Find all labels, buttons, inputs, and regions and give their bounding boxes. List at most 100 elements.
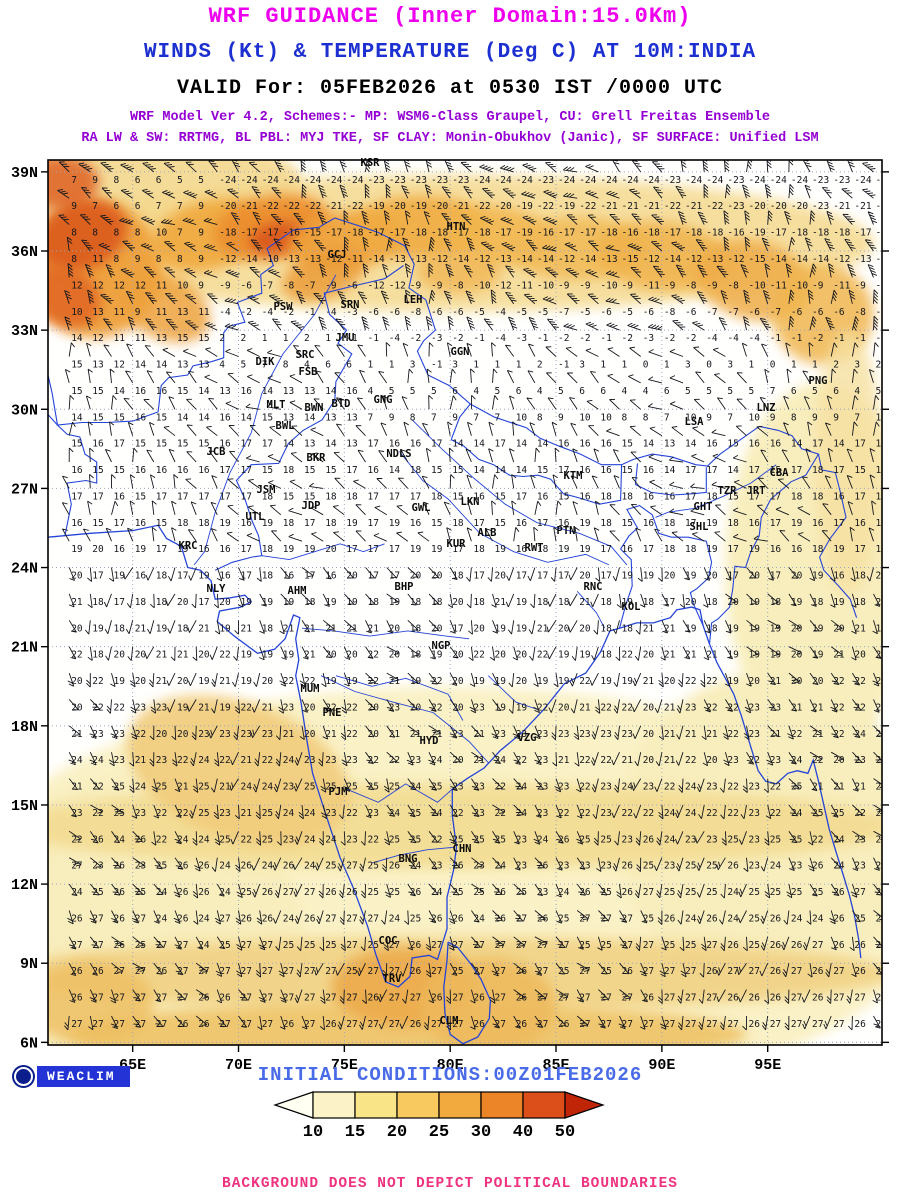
svg-text:11: 11 [198,307,210,318]
svg-text:8: 8 [92,228,98,239]
svg-text:22: 22 [92,676,103,687]
svg-text:26: 26 [727,993,739,1004]
svg-text:19: 19 [135,544,147,555]
svg-text:22: 22 [304,676,315,687]
svg-text:16: 16 [156,465,168,476]
svg-text:26: 26 [770,993,782,1004]
svg-text:-21: -21 [241,201,258,212]
svg-text:15: 15 [156,412,167,423]
svg-text:27: 27 [431,1019,442,1030]
svg-text:-4: -4 [727,333,739,344]
svg-text:16: 16 [198,544,210,555]
svg-text:26: 26 [368,993,380,1004]
svg-text:-1: -1 [473,333,485,344]
station-label-jcb: JCB [207,446,226,458]
svg-text:22: 22 [473,650,484,661]
svg-text:-23: -23 [389,175,406,186]
colorbar-tick-label: 15 [345,1123,365,1142]
svg-text:27: 27 [749,966,760,977]
svg-text:-5: -5 [537,307,548,318]
svg-text:22: 22 [791,729,802,740]
svg-text:-5: -5 [473,307,484,318]
lat-axis-label: 24N [11,561,38,578]
svg-text:26: 26 [876,966,888,977]
svg-text:27: 27 [368,966,379,977]
svg-text:26: 26 [219,993,231,1004]
svg-text:26: 26 [833,940,845,951]
svg-text:20: 20 [452,755,464,766]
svg-text:22: 22 [600,755,611,766]
svg-text:-7: -7 [706,307,717,318]
svg-text:27: 27 [854,887,865,898]
svg-text:8: 8 [114,254,120,265]
svg-text:23: 23 [558,782,569,793]
svg-text:26: 26 [706,914,718,925]
svg-text:-4: -4 [706,333,718,344]
svg-text:27: 27 [346,861,357,872]
svg-text:12: 12 [92,280,103,291]
svg-text:19: 19 [262,650,274,661]
svg-text:22: 22 [368,755,379,766]
svg-text:21: 21 [325,623,337,634]
svg-text:25: 25 [452,887,463,898]
svg-text:13: 13 [304,439,315,450]
page-subtitle: WINDS (Kt) & TEMPERATURE (Deg C) AT 10M:… [143,41,757,64]
svg-text:25: 25 [156,782,167,793]
svg-text:27: 27 [135,1019,146,1030]
svg-text:20: 20 [325,650,337,661]
svg-text:-10: -10 [791,280,808,291]
svg-text:-4: -4 [389,333,401,344]
svg-text:-9: -9 [664,280,676,291]
svg-text:23: 23 [664,861,675,872]
svg-text:-4: -4 [749,333,761,344]
svg-text:17: 17 [876,491,887,502]
svg-text:-24: -24 [473,175,490,186]
svg-text:14: 14 [685,439,697,450]
svg-text:9: 9 [198,201,204,212]
model-schemes-line1: WRF Model Ver 4.2, Schemes:- MP: WSM6-Cl… [129,110,770,125]
svg-text:24: 24 [791,808,803,819]
svg-text:22: 22 [368,834,379,845]
map-svg: 27 27 27 27 27 26 26 27 27 27 26 27 26 27 27 27 26 27 27 26… [11,157,889,1074]
svg-text:17: 17 [92,491,103,502]
svg-text:25: 25 [749,940,760,951]
svg-text:19: 19 [262,518,274,529]
svg-text:26: 26 [833,887,845,898]
svg-text:19: 19 [495,544,507,555]
svg-text:25: 25 [389,887,400,898]
svg-text:26: 26 [706,966,718,977]
svg-text:-3: -3 [346,307,357,318]
svg-text:6: 6 [516,386,522,397]
svg-text:16: 16 [473,491,485,502]
svg-text:26: 26 [198,887,210,898]
svg-text:21: 21 [389,729,401,740]
svg-text:22: 22 [664,782,675,793]
svg-text:17: 17 [600,571,611,582]
svg-text:23: 23 [622,729,633,740]
svg-text:24: 24 [262,861,274,872]
svg-text:26: 26 [854,940,866,951]
svg-text:-21: -21 [833,201,850,212]
svg-text:-9: -9 [558,280,570,291]
svg-text:9: 9 [135,307,141,318]
svg-text:26: 26 [643,993,655,1004]
svg-text:14: 14 [135,360,147,371]
svg-text:1: 1 [283,333,289,344]
colorbar-tick-label: 25 [429,1123,449,1142]
svg-text:17: 17 [833,518,844,529]
svg-text:18: 18 [262,623,274,634]
svg-text:18: 18 [664,544,676,555]
svg-text:26: 26 [791,940,803,951]
svg-text:24: 24 [71,887,83,898]
svg-text:21: 21 [854,623,866,634]
svg-text:-23: -23 [727,201,744,212]
svg-text:-17: -17 [854,228,871,239]
svg-text:23: 23 [600,782,611,793]
colorbar-left-arrow [273,1091,314,1119]
svg-text:20: 20 [114,650,126,661]
svg-text:26: 26 [643,834,655,845]
svg-text:1: 1 [495,360,501,371]
svg-text:15: 15 [876,465,887,476]
svg-text:23: 23 [685,834,696,845]
svg-text:26: 26 [283,1019,295,1030]
